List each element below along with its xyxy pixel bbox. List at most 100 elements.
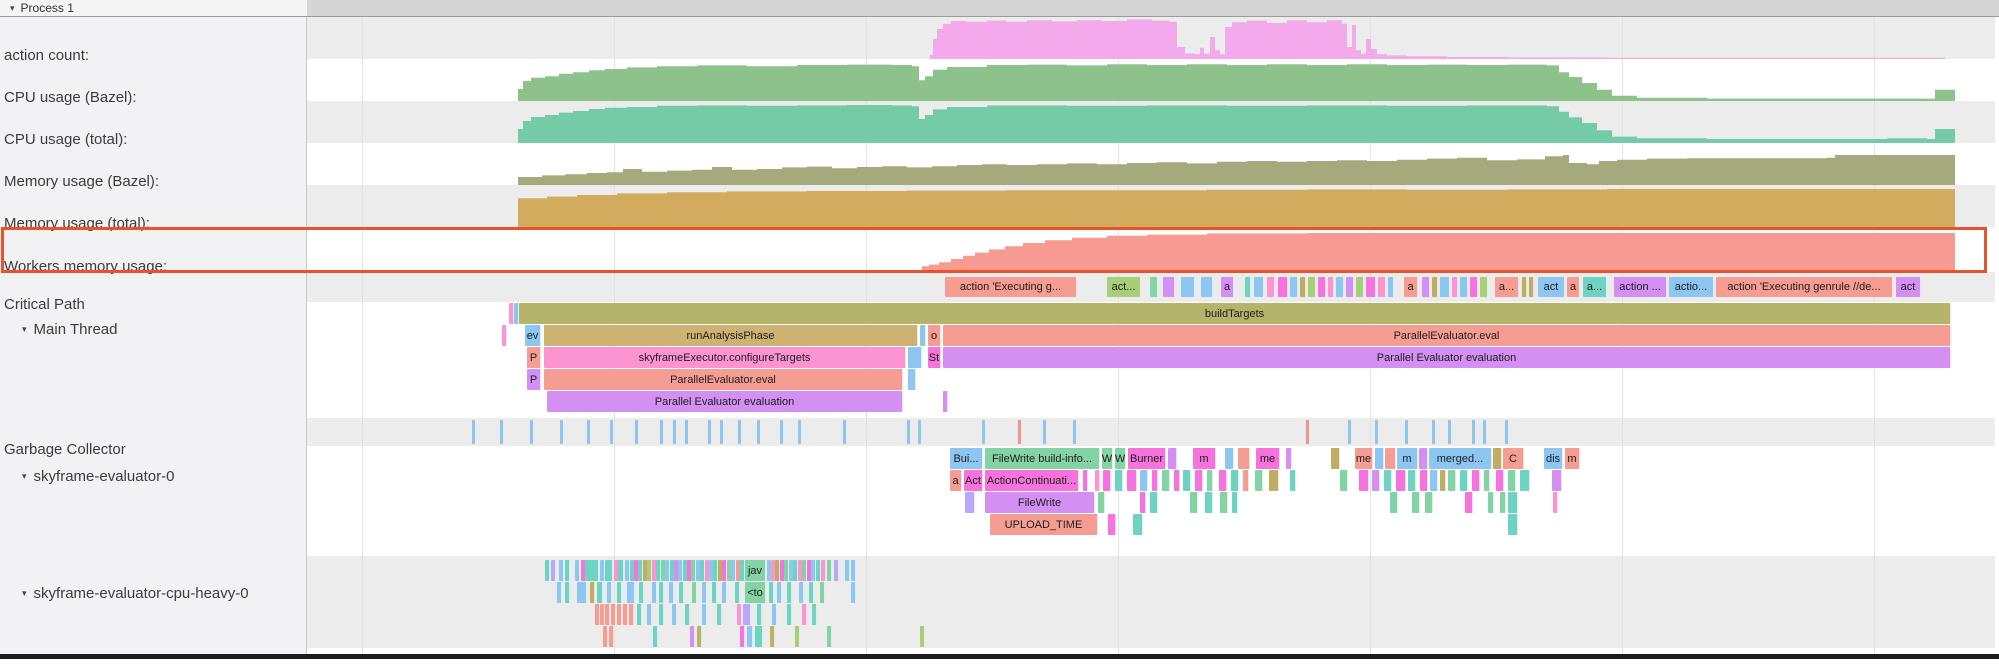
slice-skyframeexecutor-configuretargets[interactable]: skyframeExecutor.configureTargets [544, 347, 906, 368]
slice[interactable] [600, 560, 605, 581]
slice[interactable] [735, 582, 740, 603]
slice[interactable] [659, 604, 664, 625]
slice[interactable] [1522, 277, 1527, 297]
gc-tick[interactable] [757, 420, 760, 444]
slice[interactable] [1207, 470, 1213, 491]
slice-w[interactable]: W [1115, 448, 1126, 469]
slice[interactable] [1115, 470, 1123, 491]
slice[interactable] [652, 582, 657, 603]
slice-o[interactable]: o [928, 325, 941, 346]
gc-tick[interactable] [798, 420, 801, 444]
slice-a[interactable]: a [1404, 277, 1418, 297]
slice-p[interactable]: P [527, 347, 541, 368]
gc-tick[interactable] [907, 420, 910, 444]
slice[interactable] [787, 582, 792, 603]
slice[interactable] [595, 604, 600, 625]
gc-tick[interactable] [1348, 420, 1351, 444]
slice[interactable] [692, 582, 697, 603]
slice[interactable] [659, 582, 664, 603]
slice[interactable] [559, 560, 564, 581]
slice[interactable] [802, 560, 807, 581]
gc-tick[interactable] [720, 420, 723, 444]
slice-act[interactable]: act [1896, 277, 1921, 297]
slice-act[interactable]: Act [964, 470, 983, 491]
slice-upload-time[interactable]: UPLOAD_TIME [990, 514, 1098, 535]
slice[interactable] [965, 492, 975, 513]
gc-tick[interactable] [530, 420, 533, 444]
slice-parallel-evaluator-evaluation[interactable]: Parallel Evaluator evaluation [943, 347, 1951, 368]
slice[interactable] [1331, 448, 1340, 469]
slice[interactable] [1384, 470, 1392, 491]
slice[interactable] [1190, 492, 1198, 513]
slice[interactable] [1408, 470, 1416, 491]
slice[interactable] [509, 303, 514, 324]
slice[interactable] [629, 604, 634, 625]
slice[interactable] [1290, 470, 1296, 491]
gc-tick[interactable] [1472, 420, 1475, 444]
gc-tick[interactable] [1448, 420, 1451, 444]
slice[interactable] [1425, 492, 1433, 513]
slice[interactable] [1520, 470, 1530, 491]
slice[interactable] [717, 604, 722, 625]
slice-parallelevaluator-eval[interactable]: ParallelEvaluator.eval [943, 325, 1951, 346]
slice[interactable] [1508, 492, 1518, 513]
slice[interactable] [1300, 277, 1306, 297]
track-label-skyframe-evaluator-0[interactable]: ▾ skyframe-evaluator-0 [22, 466, 174, 486]
process-header[interactable]: ▾ Process 1 [0, 0, 307, 16]
slice-actioncontinuati-[interactable]: ActionContinuati... [985, 470, 1079, 491]
slice[interactable] [1378, 277, 1386, 297]
slice[interactable] [722, 582, 727, 603]
slice-parallel-evaluator-evaluation[interactable]: Parallel Evaluator evaluation [547, 391, 903, 412]
counter-chart-action-count[interactable] [307, 17, 1995, 59]
slice-m[interactable]: m [1193, 448, 1216, 469]
slice[interactable] [809, 582, 814, 603]
counter-chart-cpu-usage-bazel-[interactable] [307, 59, 1995, 101]
slice[interactable] [787, 604, 792, 625]
slice[interactable] [565, 582, 570, 603]
slice[interactable] [1254, 277, 1264, 297]
slice[interactable] [1308, 277, 1316, 297]
slice[interactable] [600, 604, 605, 625]
gc-tick[interactable] [843, 420, 846, 444]
slice[interactable] [1152, 470, 1158, 491]
slice[interactable] [1529, 277, 1534, 297]
slice[interactable] [1422, 277, 1430, 297]
slice[interactable] [1508, 470, 1516, 491]
slice[interactable] [1493, 448, 1502, 469]
slice[interactable] [834, 560, 839, 581]
slice-st[interactable]: St [928, 347, 941, 368]
slice[interactable] [1440, 277, 1450, 297]
slice[interactable] [638, 560, 643, 581]
slice[interactable] [1440, 470, 1446, 491]
collapse-arrow-icon[interactable]: ▾ [22, 470, 27, 481]
slice-m[interactable]: m [1565, 448, 1580, 469]
slice-buildtargets[interactable]: buildTargets [519, 303, 1951, 324]
gc-tick-red[interactable] [1018, 420, 1021, 444]
slice-act[interactable]: act [1538, 277, 1565, 297]
slice[interactable] [1225, 448, 1234, 469]
slice[interactable] [1267, 277, 1275, 297]
slice[interactable] [1390, 492, 1398, 513]
slice-filewrite-build-info-[interactable]: FileWrite build-info... [985, 448, 1100, 469]
slice[interactable] [1232, 492, 1238, 513]
counter-chart-memory-usage-bazel-[interactable] [307, 143, 1995, 185]
slice-p[interactable]: P [527, 369, 541, 390]
slice[interactable] [702, 582, 707, 603]
slice[interactable] [737, 604, 742, 625]
collapse-arrow-icon[interactable]: ▾ [22, 323, 27, 334]
slice-parallelevaluator-eval[interactable]: ParallelEvaluator.eval [544, 369, 903, 390]
slice[interactable] [812, 604, 817, 625]
slice[interactable] [590, 582, 595, 603]
slice[interactable] [1162, 470, 1170, 491]
slice[interactable] [639, 582, 644, 603]
gc-tick[interactable] [587, 420, 590, 444]
slice-runanalysisphase[interactable]: runAnalysisPhase [544, 325, 918, 346]
slice[interactable] [1372, 470, 1380, 491]
slice[interactable] [1269, 470, 1279, 491]
slice[interactable] [1181, 277, 1195, 297]
slice[interactable] [1452, 277, 1458, 297]
gc-tick[interactable] [1043, 420, 1046, 444]
slice[interactable] [845, 560, 850, 581]
slice-action-executing-g-[interactable]: action 'Executing g... [945, 277, 1077, 297]
slice[interactable] [1231, 470, 1239, 491]
